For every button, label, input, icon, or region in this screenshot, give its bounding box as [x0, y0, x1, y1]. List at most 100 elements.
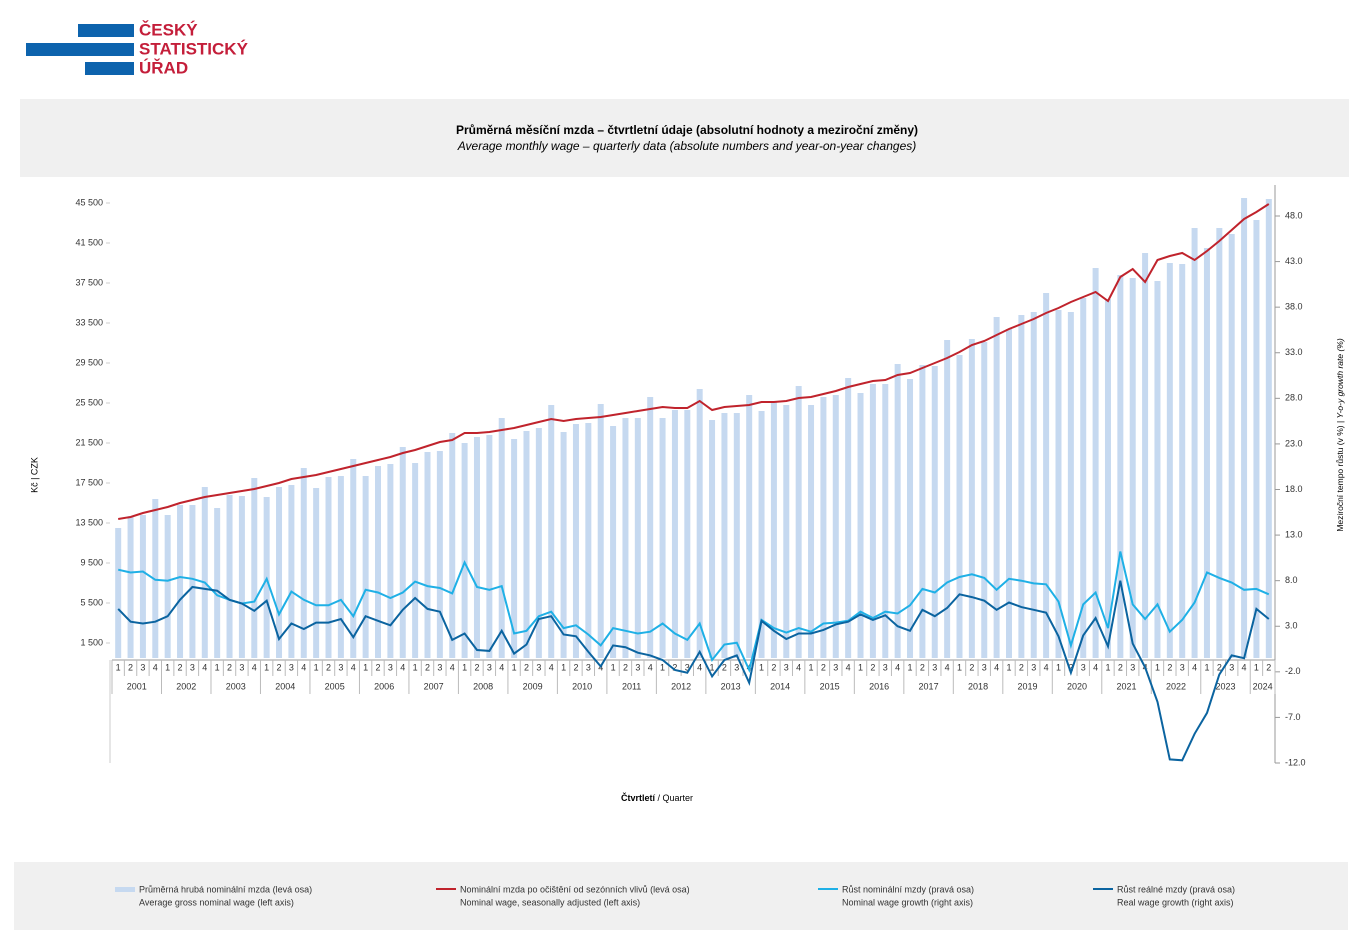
bar — [882, 384, 889, 658]
y-tick-label: 25 500 — [75, 397, 103, 407]
x-tick-label: 3 — [586, 662, 591, 672]
bar — [523, 431, 530, 658]
bar — [1191, 228, 1198, 658]
x-tick-label: 3 — [932, 662, 937, 672]
x-tick-label: 2 — [920, 662, 925, 672]
x-tick-label: 1 — [116, 662, 121, 672]
bar — [1117, 275, 1124, 658]
bar — [350, 459, 357, 658]
bar — [115, 528, 122, 658]
bar — [1228, 234, 1235, 658]
bar — [610, 426, 617, 658]
y-tick-label: 37 500 — [75, 277, 103, 287]
bar — [535, 428, 542, 658]
legend-label: Průměrná hrubá nominální mzda (levá osa) — [139, 884, 312, 894]
y2-tick-label: 28.0 — [1285, 393, 1303, 403]
x-tick-label: 1 — [561, 662, 566, 672]
legend-label: Nominální mzda po očištění od sezónních … — [460, 884, 690, 894]
x-tick-label: 2 — [474, 662, 479, 672]
year-label: 2013 — [721, 681, 741, 691]
year-label: 2024 — [1253, 681, 1273, 691]
bar — [424, 452, 431, 658]
bar — [238, 496, 245, 658]
y-axis-title: Kč | CZK — [29, 457, 39, 493]
x-tick-label: 1 — [660, 662, 665, 672]
bar — [1154, 281, 1161, 658]
x-tick-label: 4 — [153, 662, 158, 672]
x-tick-label: 1 — [165, 662, 170, 672]
x-tick-label: 2 — [771, 662, 776, 672]
bar — [659, 418, 666, 658]
x-axis-title: Čtvrtletí / Quarter — [621, 792, 693, 803]
line-series — [117, 551, 1270, 674]
x-tick-label: 1 — [1006, 662, 1011, 672]
bar — [127, 516, 134, 658]
x-tick-label: 3 — [1229, 662, 1234, 672]
x-tick-label: 2 — [1266, 662, 1271, 672]
bar — [300, 468, 307, 658]
line-series — [118, 203, 1270, 520]
x-tick-label: 1 — [264, 662, 269, 672]
bar — [1142, 253, 1149, 658]
y2-tick-label: 18.0 — [1285, 484, 1303, 494]
x-tick-label: 4 — [351, 662, 356, 672]
x-tick-label: 4 — [400, 662, 405, 672]
x-tick-label: 2 — [1167, 662, 1172, 672]
y2-axis-title: Meziroční tempo růstu (v %) | Y-o-y grow… — [1335, 338, 1345, 532]
bar — [226, 495, 233, 658]
logo-bar — [85, 62, 134, 75]
bar — [894, 364, 901, 658]
x-tick-label: 1 — [1204, 662, 1209, 672]
year-label: 2017 — [919, 681, 939, 691]
y2-tick-label: 43.0 — [1285, 256, 1303, 266]
x-tick-label: 4 — [945, 662, 950, 672]
bar — [869, 384, 876, 658]
x-tick-label: 3 — [784, 662, 789, 672]
x-tick-label: 3 — [685, 662, 690, 672]
title-panel — [20, 99, 1349, 177]
year-label: 2021 — [1117, 681, 1137, 691]
bar — [399, 447, 406, 658]
bar — [684, 410, 691, 658]
y2-tick-label: -2.0 — [1285, 666, 1301, 676]
legend-label-en: Average gross nominal wage (left axis) — [139, 897, 294, 907]
x-tick-label: 4 — [846, 662, 851, 672]
logo-bar — [26, 43, 134, 56]
x-tick-label: 3 — [1130, 662, 1135, 672]
y2-axis-title-en: Y-o-y growth rate (%) — [1335, 338, 1345, 418]
bar — [919, 365, 926, 658]
year-label: 2007 — [424, 681, 444, 691]
bar — [189, 505, 196, 658]
x-tick-label: 1 — [1105, 662, 1110, 672]
x-tick-label: 2 — [277, 662, 282, 672]
x-tick-label: 1 — [908, 662, 913, 672]
x-tick-label: 1 — [1254, 662, 1259, 672]
bar — [1104, 299, 1111, 658]
year-label: 2001 — [127, 681, 147, 691]
y-tick-label: 17 500 — [75, 477, 103, 487]
logo-text: STATISTICKÝ — [139, 39, 249, 58]
year-label: 2003 — [226, 681, 246, 691]
bar — [288, 485, 295, 658]
logo-bar — [78, 24, 134, 37]
bar — [907, 379, 914, 658]
x-tick-label: 1 — [1155, 662, 1160, 672]
bar — [585, 423, 592, 658]
bar — [436, 451, 443, 658]
x-tick-label: 2 — [1217, 662, 1222, 672]
y2-tick-label: 38.0 — [1285, 302, 1303, 312]
bar — [412, 463, 419, 658]
bar — [1129, 278, 1136, 658]
bar — [981, 342, 988, 658]
bar — [498, 418, 505, 658]
x-tick-label: 3 — [982, 662, 987, 672]
year-label: 2019 — [1018, 681, 1038, 691]
bar — [511, 439, 518, 658]
legend-swatch — [115, 887, 135, 892]
x-tick-label: 3 — [1081, 662, 1086, 672]
bar — [783, 405, 790, 658]
x-tick-label: 4 — [895, 662, 900, 672]
bar — [857, 393, 864, 658]
bar — [820, 397, 827, 658]
